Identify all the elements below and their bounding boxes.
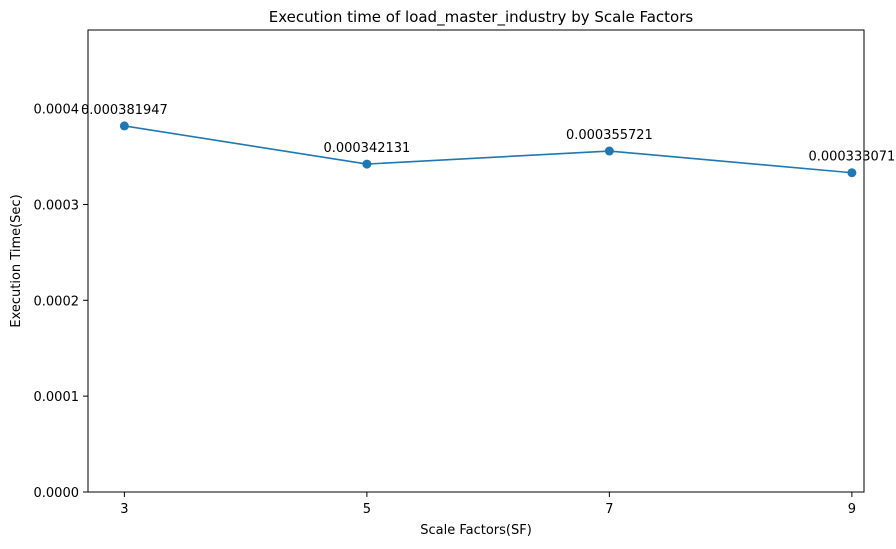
data-point xyxy=(119,121,129,131)
data-label: 0.000333071 xyxy=(808,150,895,165)
data-point xyxy=(604,146,614,156)
data-label: 0.000381947 xyxy=(81,103,168,118)
y-tick-label: 0.0003 xyxy=(34,198,80,213)
plot-frame xyxy=(87,29,865,493)
chart-title: Execution time of load_master_industry b… xyxy=(269,8,694,27)
x-axis-label: Scale Factors(SF) xyxy=(420,523,532,538)
y-tick-label: 0.0004 xyxy=(34,103,80,118)
x-axis: 3 5 7 9 xyxy=(120,492,856,517)
data-point xyxy=(362,159,372,169)
x-tick-label: 9 xyxy=(848,502,856,517)
x-tick-label: 7 xyxy=(605,502,613,517)
data-label: 0.000342131 xyxy=(323,141,410,156)
y-axis: 0.0000 0.0001 0.0002 0.0003 0.0004 xyxy=(34,103,88,501)
data-point xyxy=(847,168,857,178)
x-tick-label: 5 xyxy=(363,502,371,517)
data-label: 0.000355721 xyxy=(566,128,653,143)
series-execution-time xyxy=(119,121,857,178)
y-tick-label: 0.0000 xyxy=(34,486,80,501)
y-tick-label: 0.0002 xyxy=(34,294,80,309)
y-axis-label: Execution Time(Sec) xyxy=(9,194,24,327)
x-tick-label: 3 xyxy=(120,502,128,517)
series-line xyxy=(124,125,852,174)
y-tick-label: 0.0001 xyxy=(34,390,80,405)
data-labels: 0.000381947 0.000342131 0.000355721 0.00033… xyxy=(81,103,895,165)
